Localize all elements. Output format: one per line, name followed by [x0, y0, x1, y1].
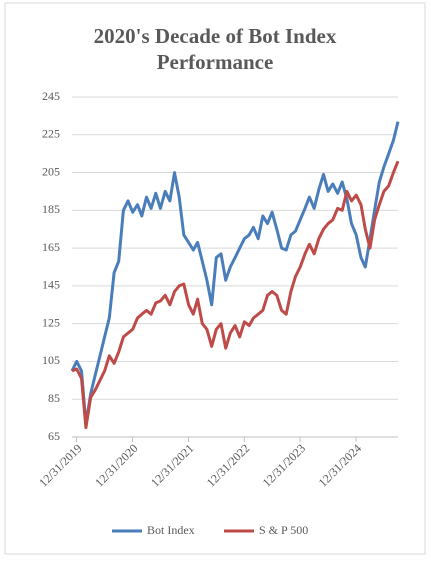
series-line: [70, 121, 400, 426]
legend-label: S & P 500: [259, 523, 308, 537]
x-tick-label: 12/31/2020: [92, 441, 141, 490]
x-tick-label: 12/31/2019: [36, 441, 85, 490]
chart-title: 2020's Decade of Bot Index Performance: [94, 24, 337, 74]
y-tick-label: 205: [42, 164, 60, 178]
y-tick-label: 225: [42, 127, 60, 141]
y-tick-label: 185: [42, 202, 60, 216]
y-tick-label: 125: [42, 315, 60, 329]
x-tick-label: 12/31/2021: [148, 441, 197, 490]
y-tick-label: 85: [48, 391, 60, 405]
x-tick-label: 12/31/2022: [204, 441, 253, 490]
y-tick-label: 165: [42, 240, 60, 254]
y-tick-label: 105: [42, 353, 60, 367]
x-tick-label: 12/31/2024: [316, 441, 365, 490]
x-tick-label: 12/31/2023: [260, 441, 309, 490]
y-tick-label: 145: [42, 278, 60, 292]
y-tick-label: 245: [42, 89, 60, 103]
series-line: [71, 160, 400, 430]
y-tick-label: 65: [48, 429, 60, 443]
chart-border: [4, 2, 426, 555]
legend-label: Bot Index: [147, 523, 195, 537]
